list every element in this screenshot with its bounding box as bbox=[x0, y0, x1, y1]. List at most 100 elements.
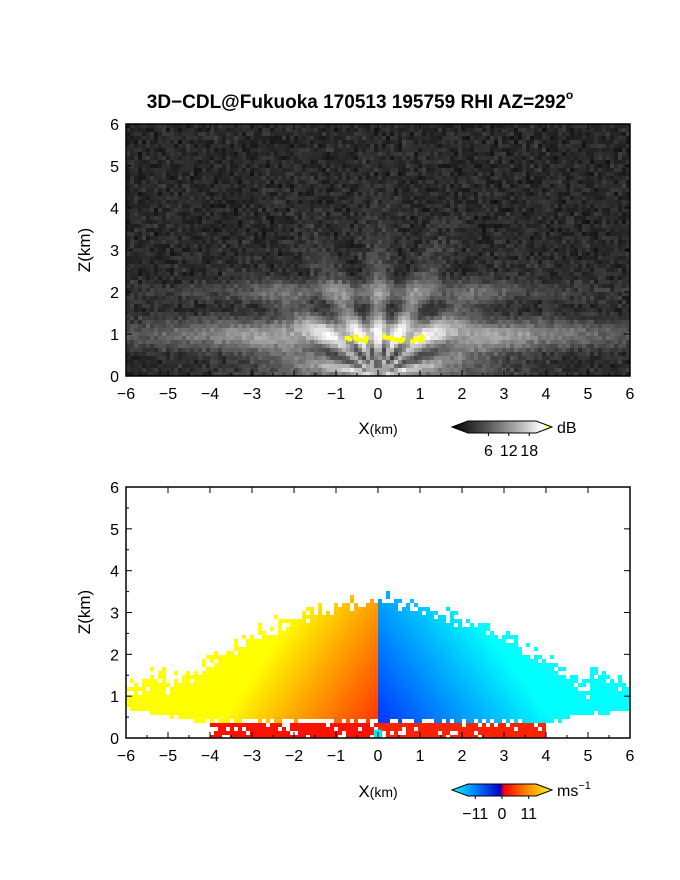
refl-y-tick: 0 bbox=[110, 369, 630, 386]
refl-y-tick-label: 3 bbox=[110, 243, 119, 260]
refl-x-tick-label: −2 bbox=[285, 386, 303, 403]
vel-x-tick-label: −6 bbox=[117, 748, 135, 765]
refl-y-tick: 6 bbox=[110, 117, 630, 134]
chart-title: 3D−CDL@Fukuoka 170513 195759 RHI AZ=292o bbox=[147, 88, 574, 113]
vel-x-tick: −3 bbox=[243, 487, 261, 765]
refl-x-tick: 6 bbox=[626, 124, 635, 403]
refl-x-tick: −6 bbox=[117, 124, 135, 403]
refl-x-tick-label: −3 bbox=[243, 386, 261, 403]
vel-x-tick-label: −3 bbox=[243, 748, 261, 765]
vel-y-tick: 4 bbox=[110, 564, 630, 581]
vel-x-tick-label: 6 bbox=[626, 748, 635, 765]
velocity-colorbar-bar bbox=[450, 783, 554, 797]
refl-y-tick: 1 bbox=[110, 327, 630, 344]
vel-y-tick: 1 bbox=[110, 689, 630, 706]
vel-y-tick-label: 4 bbox=[110, 564, 119, 581]
vel-y-tick: 0 bbox=[110, 731, 630, 748]
vel-x-tick-label: −2 bbox=[285, 748, 303, 765]
refl-y-tick-label: 2 bbox=[110, 285, 119, 302]
reflectivity-colorbar-unit: dB bbox=[557, 420, 577, 437]
refl-x-tick-label: −4 bbox=[201, 386, 219, 403]
vel-y-tick: 5 bbox=[110, 522, 630, 539]
reflectivity-colorbar-bar bbox=[450, 420, 554, 434]
refl-x-tick: −4 bbox=[201, 124, 219, 403]
reflectivity-colorbar: 6 12 18 dB bbox=[450, 420, 577, 460]
vel-x-tick: −1 bbox=[327, 487, 345, 765]
reflectivity-heatmap bbox=[126, 124, 630, 376]
refl-x-tick-label: 0 bbox=[374, 386, 383, 403]
vel-x-tick-label: −4 bbox=[201, 748, 219, 765]
vel-x-tick-label: 5 bbox=[584, 748, 593, 765]
refl-y-tick-label: 5 bbox=[110, 159, 119, 176]
refl-x-tick: −1 bbox=[327, 124, 345, 403]
vel-x-tick: −6 bbox=[117, 487, 135, 765]
velocity-colorbar-unit: ms−1 bbox=[557, 780, 591, 800]
vel-x-tick: −5 bbox=[159, 487, 177, 765]
refl-x-tick: 0 bbox=[374, 124, 383, 403]
vel-y-tick: 2 bbox=[110, 647, 630, 664]
vel-x-tick-label: 0 bbox=[374, 748, 383, 765]
vel-y-tick: 3 bbox=[110, 606, 630, 623]
vel-x-tick: −2 bbox=[285, 487, 303, 765]
refl-colorbar-tick-label: 6 bbox=[484, 443, 493, 460]
vel-y-tick-label: 3 bbox=[110, 606, 119, 623]
refl-x-tick: −5 bbox=[159, 124, 177, 403]
vel-x-tick: −4 bbox=[201, 487, 219, 765]
vel-x-tick: 1 bbox=[416, 487, 425, 765]
velocity-colorbar-ticks: −11 0 11 bbox=[462, 796, 537, 823]
refl-y-tick-label: 1 bbox=[110, 327, 119, 344]
vel-y-tick-label: 2 bbox=[110, 647, 119, 664]
vel-x-tick-label: −1 bbox=[327, 748, 345, 765]
refl-y-tick-label: 0 bbox=[110, 369, 119, 386]
refl-y-tick: 3 bbox=[110, 243, 630, 260]
vel-colorbar-tick-label: −11 bbox=[462, 806, 488, 823]
refl-y-tick: 2 bbox=[110, 285, 630, 302]
vel-x-tick: 5 bbox=[584, 487, 593, 765]
velocity-xlabel: X(km) bbox=[358, 782, 397, 801]
vel-x-tick-label: 4 bbox=[542, 748, 551, 765]
reflectivity-xlabel: X(km) bbox=[358, 419, 397, 438]
refl-x-tick: 2 bbox=[458, 124, 467, 403]
refl-x-tick: 3 bbox=[500, 124, 509, 403]
vel-x-tick: 2 bbox=[458, 487, 467, 765]
refl-y-tick-label: 4 bbox=[110, 201, 119, 218]
reflectivity-ylabel: Z(km) bbox=[75, 228, 94, 272]
refl-x-tick-label: −5 bbox=[159, 386, 177, 403]
vel-colorbar-tick-label: 0 bbox=[498, 806, 507, 823]
vel-x-tick: 4 bbox=[542, 487, 551, 765]
refl-x-tick: 5 bbox=[584, 124, 593, 403]
refl-x-tick: 4 bbox=[542, 124, 551, 403]
refl-y-tick: 4 bbox=[110, 201, 630, 218]
vel-y-tick-label: 1 bbox=[110, 689, 119, 706]
refl-x-tick-label: 3 bbox=[500, 386, 509, 403]
vel-x-tick-label: −5 bbox=[159, 748, 177, 765]
vel-y-tick-label: 5 bbox=[110, 522, 119, 539]
vel-y-tick-label: 0 bbox=[110, 731, 119, 748]
refl-x-tick: −3 bbox=[243, 124, 261, 403]
vel-colorbar-tick-label: 11 bbox=[520, 806, 537, 823]
refl-x-tick-label: 2 bbox=[458, 386, 467, 403]
refl-colorbar-tick-label: 12 bbox=[500, 443, 518, 460]
vel-x-tick-label: 1 bbox=[416, 748, 425, 765]
vel-y-tick: 6 bbox=[110, 480, 630, 497]
vel-x-tick: 6 bbox=[626, 487, 635, 765]
refl-x-tick-label: −1 bbox=[327, 386, 345, 403]
refl-colorbar-tick-label: 18 bbox=[520, 443, 538, 460]
velocity-ylabel: Z(km) bbox=[75, 590, 94, 634]
refl-x-tick-label: 5 bbox=[584, 386, 593, 403]
refl-x-tick: −2 bbox=[285, 124, 303, 403]
reflectivity-colorbar-ticks: 6 12 18 bbox=[484, 433, 538, 460]
refl-y-tick-label: 6 bbox=[110, 117, 119, 134]
refl-x-tick-label: 4 bbox=[542, 386, 551, 403]
refl-x-tick: 1 bbox=[416, 124, 425, 403]
velocity-colorbar: −11 0 11 ms−1 bbox=[450, 780, 591, 823]
refl-y-tick: 5 bbox=[110, 159, 630, 176]
vel-x-tick-label: 2 bbox=[458, 748, 467, 765]
velocity-ticks: −6 −5 −4 −3 −2 −1 0 1 2 3 4 5 6 0 1 2 3 4 5 6 bbox=[110, 480, 634, 765]
vel-y-tick-label: 6 bbox=[110, 480, 119, 497]
refl-x-tick-label: −6 bbox=[117, 386, 135, 403]
refl-x-tick-label: 6 bbox=[626, 386, 635, 403]
vel-x-tick: 0 bbox=[374, 487, 383, 765]
